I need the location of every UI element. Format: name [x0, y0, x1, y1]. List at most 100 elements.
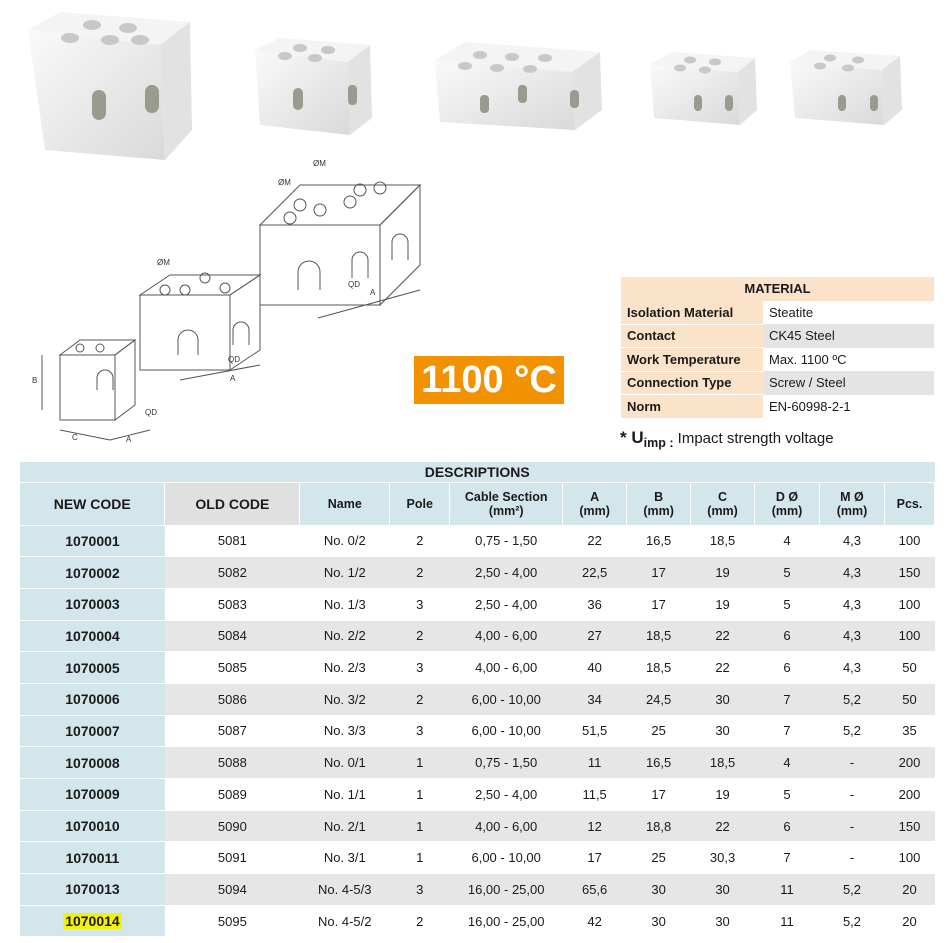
- cell-text: 5086: [217, 691, 247, 707]
- cell-text: 25: [651, 723, 666, 739]
- cell-text: 17: [651, 596, 666, 612]
- table-row: 1070005 5085 No. 2/3 3 4,00 - 6,00 40 18,5 22 6 4…: [20, 651, 935, 684]
- cell-text: 7: [783, 850, 791, 866]
- table-cell: 5091: [164, 841, 300, 875]
- table-cell: 65,6: [562, 873, 627, 906]
- cell-text: 30: [715, 913, 730, 929]
- table-row: 1070010 5090 No. 2/1 1 4,00 - 6,00 12 18,8 22 6 -…: [20, 810, 935, 843]
- column-header: A (mm): [562, 482, 628, 526]
- table-cell: 11: [754, 873, 820, 906]
- cell-text: No. 3/1: [323, 850, 366, 866]
- table-cell: 2,50 - 4,00: [449, 588, 563, 621]
- column-header: NEW CODE: [20, 482, 166, 526]
- cell-text: 0,75 - 1,50: [475, 755, 538, 771]
- cell-text: 20: [902, 913, 917, 929]
- table-cell: 19: [690, 778, 755, 811]
- cell-text: No. 1/2: [323, 565, 366, 581]
- cell-text: 19: [715, 596, 730, 612]
- new-code-cell: 1070006: [20, 683, 165, 716]
- table-cell: 0,75 - 1,50: [449, 746, 563, 779]
- cell-text: 3: [416, 723, 424, 739]
- cell-text: 4: [783, 755, 791, 771]
- table-cell: 22,5: [562, 556, 627, 589]
- cell-text: 22: [715, 660, 730, 676]
- cell-text: 1070009: [65, 786, 120, 803]
- table-cell: 2: [389, 905, 450, 938]
- column-header: C (mm): [690, 482, 756, 526]
- cell-text: 5091: [217, 850, 247, 866]
- table-cell: 25: [626, 715, 691, 748]
- material-key: Isolation Material: [621, 300, 763, 325]
- product-photo-3pole: [435, 42, 602, 130]
- cell-text: 30: [715, 881, 730, 897]
- cell-text: 0,75 - 1,50: [475, 533, 538, 549]
- table-cell: 3: [389, 588, 450, 621]
- table-cell: 16,5: [626, 746, 691, 779]
- table-row: 1070004 5084 No. 2/2 2 4,00 - 6,00 27 18,5 22 6 4…: [20, 620, 935, 653]
- table-cell: 100: [884, 841, 935, 875]
- cell-text: 22,5: [581, 565, 608, 581]
- table-cell: 17: [626, 778, 691, 811]
- cell-text: 1070001: [65, 532, 120, 549]
- table-cell: 7: [754, 841, 820, 875]
- table-cell: 17: [562, 841, 627, 875]
- table-cell: 5085: [164, 651, 300, 684]
- cell-text: 1070004: [65, 627, 120, 644]
- table-cell: -: [819, 810, 885, 843]
- cell-text: 22: [715, 818, 730, 834]
- table-cell: 17: [626, 588, 691, 621]
- table-cell: 5081: [164, 525, 300, 558]
- cell-text: 1: [416, 755, 424, 771]
- table-cell: 18,5: [690, 746, 755, 779]
- table-cell: 4,00 - 6,00: [449, 810, 563, 843]
- table-cell: No. 2/3: [299, 651, 390, 684]
- cell-text: 42: [587, 913, 602, 929]
- cell-text: -: [849, 755, 855, 771]
- table-cell: 6,00 - 10,00: [449, 841, 563, 875]
- column-header-label: A: [590, 489, 600, 504]
- cell-text: 6: [783, 628, 791, 644]
- footnote-text: Impact strength voltage: [673, 430, 834, 447]
- table-cell: 7: [754, 715, 820, 748]
- column-header: OLD CODE: [164, 482, 301, 526]
- table-cell: 30: [690, 905, 755, 938]
- cell-text: 17: [587, 850, 602, 866]
- table-cell: 4,00 - 6,00: [449, 620, 563, 653]
- cell-text: 18,5: [645, 660, 672, 676]
- cell-text: 6,00 - 10,00: [471, 723, 541, 739]
- footnote-subscript: imp :: [643, 436, 674, 450]
- dim-label-qd: QD: [145, 408, 157, 417]
- column-header: Cable Section (mm²): [449, 482, 564, 526]
- cell-text: 1070011: [65, 849, 120, 866]
- table-row: 1070014 5095 No. 4-5/2 2 16,00 - 25,00 42 30 30…: [20, 905, 935, 938]
- product-photo-medium-2pole: [255, 38, 372, 135]
- table-cell: 5: [754, 588, 820, 621]
- column-header-label: Cable Section: [464, 489, 548, 504]
- cell-text: 6,00 - 10,00: [471, 691, 541, 707]
- table-cell: No. 3/3: [299, 715, 390, 748]
- column-header-label: C: [718, 489, 728, 504]
- column-header-label: OLD CODE: [195, 495, 270, 512]
- column-header-label: Pole: [406, 496, 433, 511]
- cell-text: 50: [902, 691, 917, 707]
- cell-text: 30: [715, 723, 730, 739]
- table-cell: No. 4-5/2: [299, 905, 390, 938]
- column-header-label: M Ø: [840, 489, 864, 504]
- dim-label-a: A: [230, 374, 236, 383]
- table-cell: 5: [754, 778, 820, 811]
- cell-text: 18,5: [709, 533, 736, 549]
- material-value: EN-60998-2-1: [763, 394, 934, 418]
- cell-text: 100: [898, 850, 921, 866]
- table-cell: 18,8: [626, 810, 691, 843]
- cell-text: No. 4-5/3: [318, 881, 372, 897]
- table-cell: 150: [884, 810, 935, 843]
- new-code-cell: 1070013: [20, 873, 165, 906]
- table-cell: 5,2: [819, 683, 885, 716]
- cell-text: 6,00 - 10,00: [471, 850, 541, 866]
- cell-text: No. 3/3: [323, 723, 366, 739]
- cell-text: 4,3: [842, 628, 862, 644]
- table-cell: 30: [690, 873, 755, 906]
- cell-text: 30: [651, 913, 666, 929]
- table-row: 1070007 5087 No. 3/3 3 6,00 - 10,00 51,5 25 30 7…: [20, 715, 935, 748]
- cell-text: 150: [898, 818, 921, 834]
